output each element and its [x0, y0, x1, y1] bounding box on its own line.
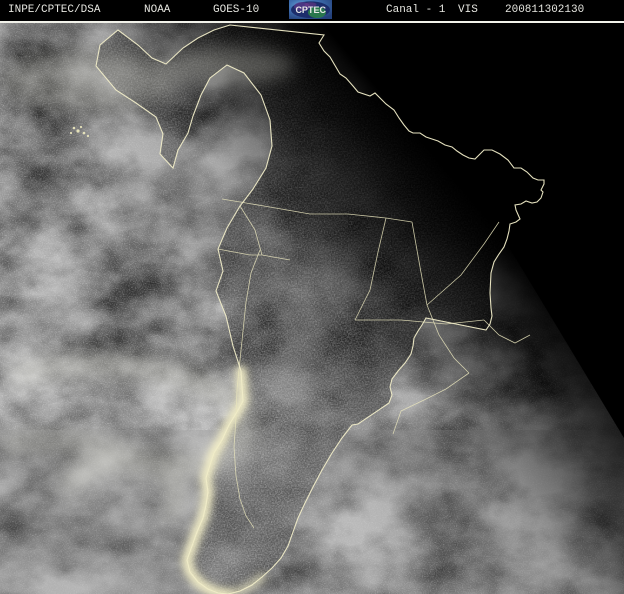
svg-text:CPTEC: CPTEC [295, 5, 326, 15]
